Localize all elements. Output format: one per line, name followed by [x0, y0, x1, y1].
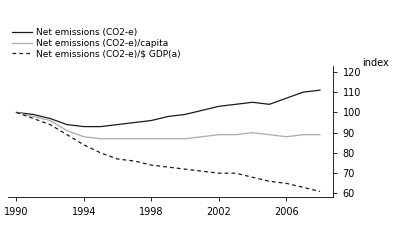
Net emissions (CO2-e)/$ GDP(a) [318, 190, 322, 193]
Net emissions (CO2-e) [149, 119, 154, 122]
Net emissions (CO2-e) [115, 123, 120, 126]
Net emissions (CO2-e)/capita [14, 111, 19, 114]
Net emissions (CO2-e)/$ GDP(a) [301, 186, 306, 189]
Net emissions (CO2-e) [301, 91, 306, 94]
Net emissions (CO2-e) [284, 97, 289, 100]
Net emissions (CO2-e)/capita [132, 137, 137, 140]
Net emissions (CO2-e) [31, 113, 36, 116]
Net emissions (CO2-e)/$ GDP(a) [200, 170, 204, 173]
Net emissions (CO2-e) [98, 125, 103, 128]
Net emissions (CO2-e)/capita [166, 137, 171, 140]
Net emissions (CO2-e)/capita [233, 133, 238, 136]
Net emissions (CO2-e)/$ GDP(a) [14, 111, 19, 114]
Y-axis label: index: index [362, 58, 389, 68]
Net emissions (CO2-e)/$ GDP(a) [115, 158, 120, 160]
Net emissions (CO2-e)/$ GDP(a) [48, 123, 52, 126]
Net emissions (CO2-e) [267, 103, 272, 106]
Net emissions (CO2-e)/$ GDP(a) [98, 152, 103, 154]
Net emissions (CO2-e)/capita [200, 135, 204, 138]
Net emissions (CO2-e) [183, 113, 187, 116]
Net emissions (CO2-e)/$ GDP(a) [284, 182, 289, 185]
Net emissions (CO2-e)/$ GDP(a) [166, 166, 171, 168]
Line: Net emissions (CO2-e)/capita: Net emissions (CO2-e)/capita [16, 112, 320, 139]
Net emissions (CO2-e)/capita [284, 135, 289, 138]
Net emissions (CO2-e) [14, 111, 19, 114]
Line: Net emissions (CO2-e): Net emissions (CO2-e) [16, 90, 320, 127]
Net emissions (CO2-e) [233, 103, 238, 106]
Net emissions (CO2-e) [200, 109, 204, 112]
Net emissions (CO2-e)/$ GDP(a) [216, 172, 221, 175]
Net emissions (CO2-e)/capita [301, 133, 306, 136]
Net emissions (CO2-e) [65, 123, 69, 126]
Net emissions (CO2-e)/$ GDP(a) [267, 180, 272, 183]
Net emissions (CO2-e)/capita [267, 133, 272, 136]
Net emissions (CO2-e)/capita [149, 137, 154, 140]
Net emissions (CO2-e)/capita [250, 131, 255, 134]
Net emissions (CO2-e)/$ GDP(a) [233, 172, 238, 175]
Net emissions (CO2-e)/capita [98, 137, 103, 140]
Net emissions (CO2-e)/$ GDP(a) [149, 164, 154, 166]
Net emissions (CO2-e)/capita [318, 133, 322, 136]
Net emissions (CO2-e) [48, 117, 52, 120]
Net emissions (CO2-e)/capita [81, 135, 86, 138]
Net emissions (CO2-e) [132, 121, 137, 124]
Net emissions (CO2-e)/$ GDP(a) [65, 133, 69, 136]
Net emissions (CO2-e)/$ GDP(a) [250, 176, 255, 179]
Net emissions (CO2-e)/capita [216, 133, 221, 136]
Net emissions (CO2-e) [81, 125, 86, 128]
Net emissions (CO2-e)/capita [31, 115, 36, 118]
Net emissions (CO2-e) [166, 115, 171, 118]
Net emissions (CO2-e) [318, 89, 322, 91]
Net emissions (CO2-e)/$ GDP(a) [81, 143, 86, 146]
Legend: Net emissions (CO2-e), Net emissions (CO2-e)/capita, Net emissions (CO2-e)/$ GDP: Net emissions (CO2-e), Net emissions (CO… [12, 28, 181, 59]
Net emissions (CO2-e)/capita [183, 137, 187, 140]
Line: Net emissions (CO2-e)/$ GDP(a): Net emissions (CO2-e)/$ GDP(a) [16, 112, 320, 191]
Net emissions (CO2-e) [250, 101, 255, 104]
Net emissions (CO2-e) [216, 105, 221, 108]
Net emissions (CO2-e)/capita [115, 137, 120, 140]
Net emissions (CO2-e)/$ GDP(a) [31, 117, 36, 120]
Net emissions (CO2-e)/capita [65, 129, 69, 132]
Net emissions (CO2-e)/capita [48, 119, 52, 122]
Net emissions (CO2-e)/$ GDP(a) [183, 168, 187, 170]
Net emissions (CO2-e)/$ GDP(a) [132, 160, 137, 162]
